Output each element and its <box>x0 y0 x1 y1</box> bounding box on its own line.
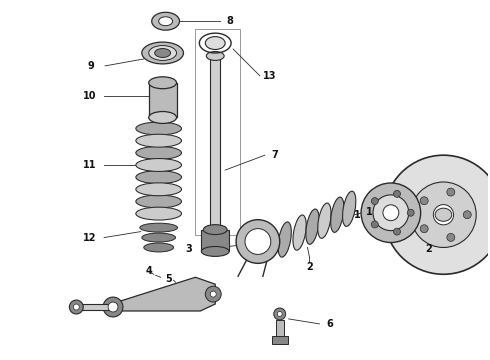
Ellipse shape <box>149 77 176 89</box>
Text: 4: 4 <box>146 266 152 276</box>
Ellipse shape <box>331 197 344 232</box>
Circle shape <box>407 209 414 216</box>
Text: 6: 6 <box>326 319 333 329</box>
Ellipse shape <box>343 191 356 226</box>
Ellipse shape <box>136 158 181 171</box>
Text: 10: 10 <box>82 91 96 101</box>
Bar <box>201 230 229 251</box>
Circle shape <box>277 311 282 316</box>
Ellipse shape <box>136 147 181 159</box>
Text: 1: 1 <box>354 210 361 220</box>
Bar <box>272 336 288 344</box>
Polygon shape <box>111 277 215 311</box>
Text: 1: 1 <box>366 207 372 217</box>
Ellipse shape <box>149 112 176 123</box>
Circle shape <box>70 300 83 314</box>
Ellipse shape <box>144 243 173 252</box>
Text: 7: 7 <box>271 150 278 160</box>
Circle shape <box>373 195 409 231</box>
Ellipse shape <box>203 225 227 235</box>
Ellipse shape <box>136 183 181 196</box>
Ellipse shape <box>136 195 181 208</box>
Circle shape <box>245 229 271 255</box>
Ellipse shape <box>201 247 229 256</box>
Text: 2: 2 <box>425 244 432 255</box>
Ellipse shape <box>136 171 181 184</box>
Circle shape <box>205 286 221 302</box>
Text: 12: 12 <box>82 233 96 243</box>
Ellipse shape <box>152 12 179 30</box>
Ellipse shape <box>293 215 306 250</box>
Ellipse shape <box>155 49 171 58</box>
Polygon shape <box>196 29 240 235</box>
Circle shape <box>420 225 428 233</box>
Circle shape <box>371 221 378 228</box>
Text: 8: 8 <box>227 16 234 26</box>
Circle shape <box>393 228 400 235</box>
Circle shape <box>420 197 428 205</box>
Bar <box>76 304 114 310</box>
Circle shape <box>433 204 454 225</box>
Ellipse shape <box>140 223 177 232</box>
Circle shape <box>411 182 476 247</box>
Circle shape <box>274 308 286 320</box>
Circle shape <box>383 205 399 221</box>
Ellipse shape <box>159 17 172 26</box>
Ellipse shape <box>318 203 331 238</box>
Ellipse shape <box>306 209 319 244</box>
Circle shape <box>210 291 216 297</box>
Circle shape <box>74 304 79 310</box>
Circle shape <box>447 233 455 241</box>
Ellipse shape <box>149 46 176 60</box>
Ellipse shape <box>278 222 292 257</box>
Text: 13: 13 <box>263 71 276 81</box>
Circle shape <box>103 297 123 317</box>
Circle shape <box>371 198 378 204</box>
Text: 5: 5 <box>165 274 172 284</box>
Text: 3: 3 <box>185 244 192 255</box>
Ellipse shape <box>136 122 181 135</box>
Circle shape <box>447 188 455 196</box>
Circle shape <box>384 155 490 274</box>
Circle shape <box>464 211 471 219</box>
Ellipse shape <box>206 51 224 60</box>
Bar <box>210 56 220 230</box>
Bar <box>276 320 284 338</box>
Circle shape <box>236 220 280 264</box>
Ellipse shape <box>435 208 452 221</box>
Text: 2: 2 <box>306 262 313 272</box>
Ellipse shape <box>136 207 181 220</box>
Circle shape <box>108 302 118 312</box>
Ellipse shape <box>136 134 181 147</box>
Circle shape <box>393 190 400 197</box>
Text: 11: 11 <box>82 160 96 170</box>
Bar <box>149 83 176 117</box>
Text: 9: 9 <box>88 61 95 71</box>
Ellipse shape <box>142 42 183 64</box>
Circle shape <box>361 183 420 243</box>
Ellipse shape <box>205 37 225 50</box>
Ellipse shape <box>142 233 175 242</box>
